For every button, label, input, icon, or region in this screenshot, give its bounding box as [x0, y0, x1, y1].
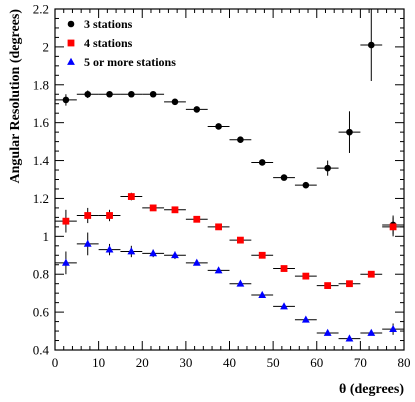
data-point	[237, 136, 244, 144]
x-tick-label: 50	[267, 355, 280, 370]
data-point	[324, 282, 332, 289]
series-3	[55, 232, 404, 342]
x-tick-label: 30	[179, 355, 192, 370]
data-point	[215, 223, 222, 231]
data-point	[171, 206, 179, 214]
y-tick-label: 1.8	[33, 77, 49, 92]
data-point	[367, 41, 375, 49]
data-point	[324, 164, 331, 172]
data-point	[389, 324, 397, 333]
series-2	[55, 192, 404, 289]
plot-frame	[54, 8, 405, 351]
legend-marker	[67, 20, 75, 28]
data-point	[389, 223, 397, 231]
series-layer	[55, 9, 404, 342]
data-point	[84, 90, 92, 98]
y-tick-label: 0.6	[33, 305, 50, 320]
data-point	[149, 249, 158, 257]
data-point	[84, 212, 92, 219]
series-1	[55, 9, 404, 235]
y-tick-label: 1	[43, 229, 50, 244]
data-point	[280, 302, 288, 310]
data-point	[215, 123, 222, 130]
legend-marker	[67, 39, 75, 47]
y-tick-label: 0.4	[33, 343, 50, 358]
data-point	[258, 159, 266, 166]
data-point	[193, 215, 201, 223]
x-tick-label: 80	[398, 355, 411, 370]
data-point	[171, 251, 179, 259]
legend-marker	[67, 57, 75, 65]
x-tick-label: 40	[223, 355, 236, 370]
y-axis-ticks: 0.4 0.6 0.8 1 1.2 1.4 1.6 1.8 2 2.2	[33, 2, 404, 358]
y-tick-label: 2.2	[33, 2, 49, 17]
data-point	[106, 90, 113, 98]
data-point	[280, 174, 288, 181]
data-point	[127, 193, 135, 200]
data-point	[83, 239, 92, 247]
data-point	[62, 258, 70, 266]
data-point	[367, 328, 376, 336]
data-point	[301, 315, 310, 323]
data-point	[214, 266, 223, 274]
x-axis-title: θ (degrees)	[339, 382, 404, 397]
x-tick-label: 60	[310, 355, 323, 370]
y-axis-title: Angular Resolution (degrees)	[8, 9, 23, 184]
x-tick-label: 0	[52, 355, 59, 370]
data-point	[323, 328, 332, 336]
y-tick-label: 1.6	[33, 115, 50, 130]
data-point	[302, 181, 310, 189]
data-point	[237, 236, 244, 244]
data-point	[236, 279, 245, 287]
y-tick-label: 0.8	[33, 267, 49, 282]
data-point	[346, 280, 353, 288]
y-tick-label: 1.2	[33, 191, 49, 206]
data-point	[128, 90, 135, 98]
x-tick-label: 70	[354, 355, 367, 370]
data-point	[105, 245, 114, 253]
data-point	[192, 258, 201, 266]
y-tick-label: 1.4	[33, 153, 50, 168]
y-tick-label: 2	[43, 39, 50, 54]
data-point	[258, 290, 267, 298]
data-point	[367, 270, 375, 278]
data-point	[106, 212, 113, 219]
data-point	[149, 204, 157, 212]
data-point	[193, 106, 201, 113]
data-point	[258, 251, 266, 259]
x-tick-label: 10	[92, 355, 105, 370]
data-point	[346, 128, 353, 136]
data-point	[345, 334, 354, 342]
legend: 3 stations 4 stations 5 or more stations	[67, 17, 176, 69]
data-point	[62, 96, 70, 104]
legend-label: 3 stations	[84, 17, 133, 31]
data-point	[62, 217, 70, 225]
data-point	[149, 90, 157, 98]
data-point	[127, 247, 136, 255]
legend-label: 5 or more stations	[84, 55, 176, 69]
data-point	[280, 265, 288, 272]
x-tick-label: 20	[136, 355, 149, 370]
data-point	[302, 272, 310, 280]
legend-label: 4 stations	[84, 36, 133, 50]
x-axis-ticks: 0 10 20 30 40 50 60 70 80	[52, 9, 411, 370]
data-point	[171, 98, 179, 106]
